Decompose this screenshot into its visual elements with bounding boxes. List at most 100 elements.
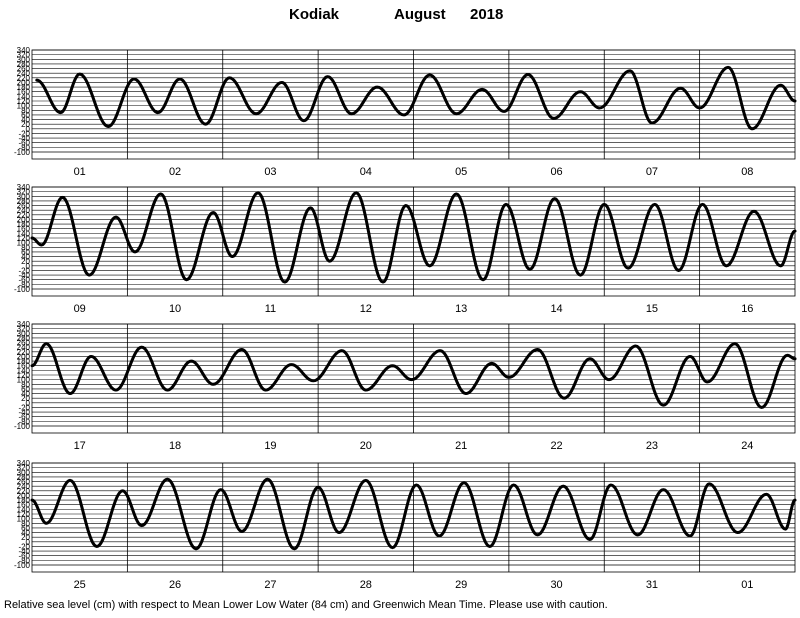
y-tick-label: 140 (17, 92, 31, 101)
day-label: 07 (646, 166, 658, 178)
y-tick-label: 300 (17, 329, 31, 338)
day-label: 30 (550, 579, 562, 591)
day-label: 24 (741, 440, 753, 452)
y-tick-label: 0 (26, 538, 31, 547)
y-tick-label: -60 (18, 413, 30, 422)
y-tick-label: 340 (17, 183, 31, 192)
y-tick-label: -100 (14, 561, 31, 570)
y-tick-label: 180 (17, 357, 31, 366)
y-tick-label: 200 (17, 352, 31, 361)
day-label: 02 (169, 166, 181, 178)
y-tick-label: 160 (17, 225, 31, 234)
y-tick-label: -60 (18, 552, 30, 561)
y-tick-label: 0 (26, 125, 31, 134)
day-label: 22 (550, 440, 562, 452)
y-tick-label: 100 (17, 376, 31, 385)
y-tick-label: 140 (17, 229, 31, 238)
y-tick-label: 340 (17, 46, 31, 55)
y-tick-label: -80 (18, 143, 30, 152)
y-tick-label: 300 (17, 468, 31, 477)
day-label: 09 (74, 303, 86, 315)
y-tick-label: 60 (21, 524, 30, 533)
tide-series-line (30, 342, 797, 409)
y-tick-label: -80 (18, 417, 30, 426)
day-label: 23 (646, 440, 658, 452)
y-tick-label: 320 (17, 325, 31, 334)
tide-panel-1: 3403203002802602402202001801601401201008… (14, 46, 797, 178)
y-tick-label: -20 (18, 542, 30, 551)
y-tick-label: -20 (18, 403, 30, 412)
y-tick-label: -80 (18, 556, 30, 565)
y-tick-label: 40 (21, 253, 30, 262)
day-label: 04 (360, 166, 372, 178)
chart-title: Kodiak August 2018 (0, 6, 800, 30)
day-label: 01 (74, 166, 86, 178)
y-tick-label: -60 (18, 276, 30, 285)
y-tick-label: 180 (17, 220, 31, 229)
y-tick-label: 40 (21, 390, 30, 399)
day-label: 26 (169, 579, 181, 591)
y-tick-label: 240 (17, 482, 31, 491)
y-tick-label: 60 (21, 385, 30, 394)
y-tick-label: 280 (17, 60, 31, 69)
y-tick-label: 240 (17, 69, 31, 78)
y-tick-label: 20 (21, 394, 30, 403)
y-tick-label: -40 (18, 547, 30, 556)
day-label: 10 (169, 303, 181, 315)
title-station: Kodiak (289, 6, 340, 23)
tide-series-line (35, 65, 797, 131)
day-label: 08 (741, 166, 753, 178)
y-tick-label: 60 (21, 111, 30, 120)
y-tick-label: 80 (21, 380, 30, 389)
y-tick-label: 0 (26, 262, 31, 271)
y-tick-label: 320 (17, 51, 31, 60)
y-tick-label: 240 (17, 343, 31, 352)
y-tick-label: 120 (17, 371, 31, 380)
y-tick-label: 220 (17, 348, 31, 357)
y-tick-label: 220 (17, 487, 31, 496)
day-label: 14 (550, 303, 562, 315)
y-tick-label: 200 (17, 491, 31, 500)
y-tick-label: 200 (17, 215, 31, 224)
day-label: 06 (550, 166, 562, 178)
day-label: 21 (455, 440, 467, 452)
y-tick-label: -20 (18, 266, 30, 275)
y-tick-label: 100 (17, 239, 31, 248)
y-tick-label: 40 (21, 529, 30, 538)
day-label: 05 (455, 166, 467, 178)
tide-panel-2: 3403203002802602402202001801601401201008… (14, 183, 797, 315)
tide-panel-3: 3403203002802602402202001801601401201008… (14, 320, 797, 452)
y-tick-label: 60 (21, 248, 30, 257)
y-tick-label: 300 (17, 55, 31, 64)
y-tick-label: -40 (18, 271, 30, 280)
day-label: 25 (74, 579, 86, 591)
chart-caption: Relative sea level (cm) with respect to … (4, 599, 608, 611)
day-label: 31 (646, 579, 658, 591)
y-tick-label: 280 (17, 334, 31, 343)
y-tick-label: 180 (17, 496, 31, 505)
y-tick-label: 300 (17, 192, 31, 201)
day-label: 12 (360, 303, 372, 315)
y-tick-label: 80 (21, 519, 30, 528)
y-tick-label: 220 (17, 211, 31, 220)
y-tick-label: 140 (17, 505, 31, 514)
y-tick-label: -100 (14, 422, 31, 431)
y-tick-label: -100 (14, 285, 31, 294)
y-tick-label: 120 (17, 97, 31, 106)
y-tick-label: 100 (17, 102, 31, 111)
tide-series-line (30, 191, 797, 284)
day-label: 28 (360, 579, 372, 591)
y-tick-label: 0 (26, 399, 31, 408)
y-tick-label: -20 (18, 129, 30, 138)
y-tick-label: 260 (17, 339, 31, 348)
y-tick-label: 120 (17, 234, 31, 243)
y-tick-label: 160 (17, 501, 31, 510)
y-tick-label: 140 (17, 366, 31, 375)
y-tick-label: 100 (17, 515, 31, 524)
day-label: 18 (169, 440, 181, 452)
y-tick-label: -40 (18, 408, 30, 417)
y-tick-label: 160 (17, 362, 31, 371)
y-tick-label: -100 (14, 148, 31, 157)
y-tick-label: 220 (17, 74, 31, 83)
